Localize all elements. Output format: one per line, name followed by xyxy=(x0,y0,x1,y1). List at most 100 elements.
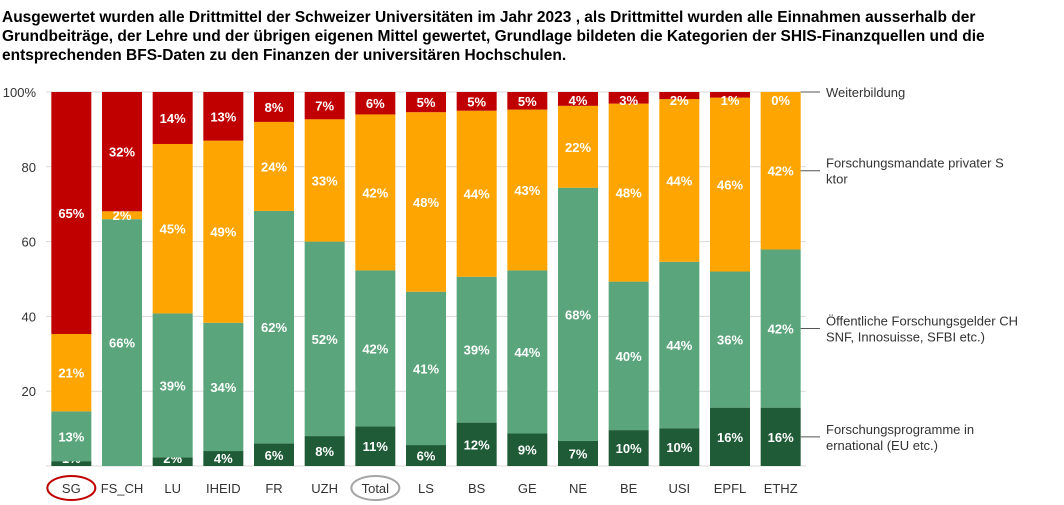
data-label: 3% xyxy=(619,93,638,108)
x-tick-label: IHEID xyxy=(206,481,241,496)
bar-segment-public xyxy=(51,411,92,462)
data-label: 42% xyxy=(768,322,794,337)
data-label: 46% xyxy=(717,178,743,193)
data-label: 66% xyxy=(109,336,135,351)
x-tick-label: EPFL xyxy=(714,481,747,496)
bar-segment-private xyxy=(558,105,598,188)
y-tick-label: 80 xyxy=(22,160,36,175)
bar-segment-training xyxy=(710,92,750,98)
data-label: 4% xyxy=(214,451,233,466)
data-label: 10% xyxy=(666,440,692,455)
x-tick-label: UZH xyxy=(311,481,338,496)
x-tick-label: BE xyxy=(620,481,638,496)
data-label: 9% xyxy=(518,443,537,458)
data-label: 6% xyxy=(366,96,385,111)
legend-label-international: Forschungsprogramme in ernational (EU etc… xyxy=(826,422,974,453)
bar-group-NE: 7% 68% 22% 4% xyxy=(558,92,598,466)
x-tick-label: FS_CH xyxy=(101,481,144,496)
x-tick-label: Total xyxy=(362,481,390,496)
highlight-ellipse-SG xyxy=(46,475,97,501)
bar-segment-international xyxy=(456,422,497,466)
bar-segment-international xyxy=(152,457,193,466)
x-axis: SG FS_CH LU IHEID FR UZH Total LS BS GE NE BE USI EPF… xyxy=(46,475,798,501)
data-label: 10% xyxy=(616,441,642,456)
data-label: 43% xyxy=(514,183,540,198)
data-label: 14% xyxy=(160,111,186,126)
data-label: 13% xyxy=(58,429,84,444)
data-label: 62% xyxy=(261,320,287,335)
data-label: 48% xyxy=(413,195,439,210)
bar-segment-private xyxy=(152,143,193,314)
data-label: 11% xyxy=(363,439,389,454)
bar-segment-public xyxy=(304,241,345,437)
bar-segment-public xyxy=(406,291,446,446)
bar-segment-public xyxy=(152,313,193,458)
bar-group-FR: 6% 62% 24% 8% xyxy=(254,92,294,466)
data-label: 0% xyxy=(771,93,790,108)
bar-segment-private xyxy=(355,114,396,271)
legend-line: SNF, Innosuisse, SFBI etc.) xyxy=(826,330,985,345)
x-tick-label: FR xyxy=(265,481,282,496)
data-label: 44% xyxy=(666,173,692,188)
data-label: 42% xyxy=(362,185,388,200)
bar-segment-private xyxy=(406,112,446,292)
bar-segment-private xyxy=(102,211,142,220)
highlight-ellipse-Total xyxy=(350,475,401,501)
bar-segment-public xyxy=(254,210,294,444)
data-label: 8% xyxy=(265,100,284,115)
bar-segment-international xyxy=(355,426,396,466)
data-label: 12% xyxy=(464,437,490,452)
bar-segment-international xyxy=(710,407,750,466)
bar-segment-public xyxy=(558,187,598,441)
legend-line: Weiterbildung xyxy=(826,85,905,100)
bar-group-LU: 2%39%45%14% xyxy=(152,92,193,466)
bar-segment-public xyxy=(355,270,396,427)
x-tick-label: USI xyxy=(668,481,690,496)
data-label: 45% xyxy=(160,222,186,237)
x-tick-label: NE xyxy=(569,481,587,496)
bar-segment-training xyxy=(254,92,294,122)
data-label: 5% xyxy=(467,94,486,109)
bar-segment-training xyxy=(203,92,244,141)
y-axis: 20 40 60 80 100% xyxy=(3,85,37,399)
bar-segment-private xyxy=(760,92,801,250)
bar-segment-training xyxy=(659,92,700,100)
x-tick-label: GE xyxy=(518,481,537,496)
bar-segment-private xyxy=(710,97,750,272)
y-tick-label: 100% xyxy=(3,85,37,100)
bar-segment-international xyxy=(760,407,801,466)
bar-segment-private xyxy=(659,99,700,262)
bar-segment-private xyxy=(456,110,497,277)
bar-segment-international xyxy=(51,461,92,466)
data-label: 44% xyxy=(514,345,540,360)
chart-subtitle: Ausgewertet wurden alle Drittmittel der … xyxy=(2,9,985,64)
bar-segment-training xyxy=(406,92,446,113)
y-tick-label: 20 xyxy=(22,384,36,399)
legend-line: Forschungsprogramme in xyxy=(826,422,974,437)
x-tick-label: SG xyxy=(62,481,81,496)
data-label: 5% xyxy=(417,95,436,110)
bar-segment-international xyxy=(203,451,244,466)
legend-line: Öffentliche Forschungsgelder CH xyxy=(826,314,1022,329)
legend: Forschungsprogramme in ernational (EU etc… xyxy=(800,85,1022,453)
data-label: 22% xyxy=(565,140,591,155)
x-tick-label: LU xyxy=(164,481,181,496)
bar-group-ETHZ: 16% 42% 42% 0% xyxy=(760,92,801,466)
x-tick-label: LS xyxy=(418,481,434,496)
bar-segment-international xyxy=(254,443,294,466)
data-label: 40% xyxy=(616,349,642,364)
data-label: 2% xyxy=(670,93,689,108)
bar-segment-public xyxy=(659,261,700,429)
data-label: 1% xyxy=(721,93,740,108)
bar-group-UZH: 8% 52% 33% 7% xyxy=(304,92,345,466)
bar-segment-training xyxy=(608,92,649,104)
x-tick-label: ETHZ xyxy=(764,481,798,496)
data-label: 49% xyxy=(210,225,236,240)
data-label: 36% xyxy=(717,333,743,348)
bar-segment-international xyxy=(304,436,345,466)
bar-segment-public xyxy=(760,249,801,408)
data-label: 44% xyxy=(666,338,692,353)
data-label: 32% xyxy=(109,145,135,160)
